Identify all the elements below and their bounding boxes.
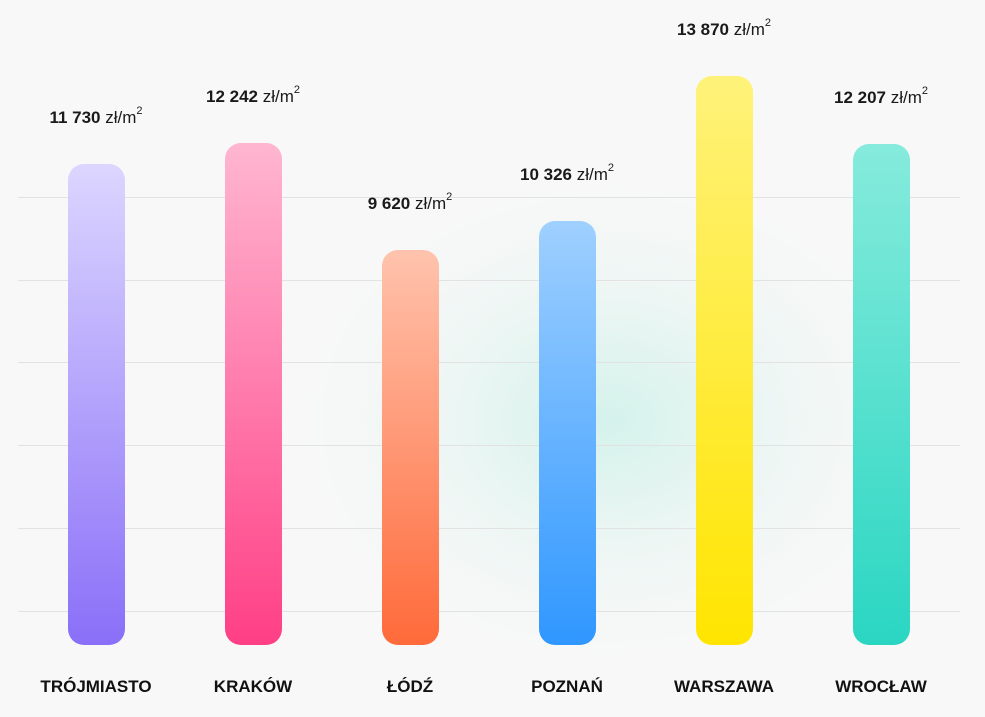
data-label: 12 207 zł/m2 bbox=[833, 85, 929, 108]
gridline bbox=[18, 362, 960, 363]
data-label-unit: zł/m bbox=[890, 88, 922, 108]
bar bbox=[224, 142, 282, 645]
data-label: 13 870 zł/m2 bbox=[676, 17, 772, 40]
data-label-unit: zł/m bbox=[414, 194, 447, 214]
bar bbox=[538, 221, 596, 645]
data-label: 12 242 zł/m2 bbox=[205, 83, 301, 107]
gridline bbox=[18, 528, 960, 529]
data-label-value: 12 207 bbox=[833, 88, 886, 108]
bar bbox=[852, 144, 910, 645]
category-label: ŁÓDŹ bbox=[386, 677, 434, 696]
data-label-unit-exponent: 2 bbox=[136, 104, 143, 117]
data-label-unit: zł/m bbox=[576, 165, 608, 185]
category-label: WROCŁAW bbox=[835, 677, 927, 696]
data-label-unit: zł/m bbox=[262, 86, 294, 106]
category-label: WARSZAWA bbox=[673, 677, 775, 696]
gridline bbox=[18, 280, 960, 281]
data-label-unit: zł/m bbox=[733, 20, 765, 39]
data-label-unit-exponent: 2 bbox=[607, 162, 615, 175]
bar bbox=[381, 250, 439, 645]
data-label-value: 12 242 bbox=[205, 86, 258, 106]
data-label-unit: zł/m bbox=[105, 107, 137, 127]
data-label-value: 10 326 bbox=[519, 165, 572, 185]
data-label: 9 620 zł/m2 bbox=[367, 191, 453, 214]
gridline bbox=[18, 611, 960, 612]
category-label: KRAKÓW bbox=[213, 677, 293, 696]
data-label-value: 9 620 bbox=[367, 194, 411, 214]
bar bbox=[695, 76, 753, 645]
data-label-value: 13 870 bbox=[676, 20, 729, 39]
category-label: POZNAŃ bbox=[531, 677, 603, 696]
data-label-unit-exponent: 2 bbox=[446, 191, 453, 204]
gridline bbox=[18, 197, 960, 198]
data-label-value: 11 730 bbox=[49, 107, 101, 127]
data-label: 10 326 zł/m2 bbox=[519, 162, 615, 185]
bar bbox=[67, 163, 125, 645]
data-label-unit-exponent: 2 bbox=[764, 17, 772, 29]
category-label: TRÓJMIASTO bbox=[40, 677, 152, 696]
data-label: 11 730 zł/m2 bbox=[49, 104, 143, 128]
data-label-unit-exponent: 2 bbox=[921, 85, 929, 98]
gridline bbox=[18, 445, 960, 446]
data-label-unit-exponent: 2 bbox=[293, 83, 301, 96]
